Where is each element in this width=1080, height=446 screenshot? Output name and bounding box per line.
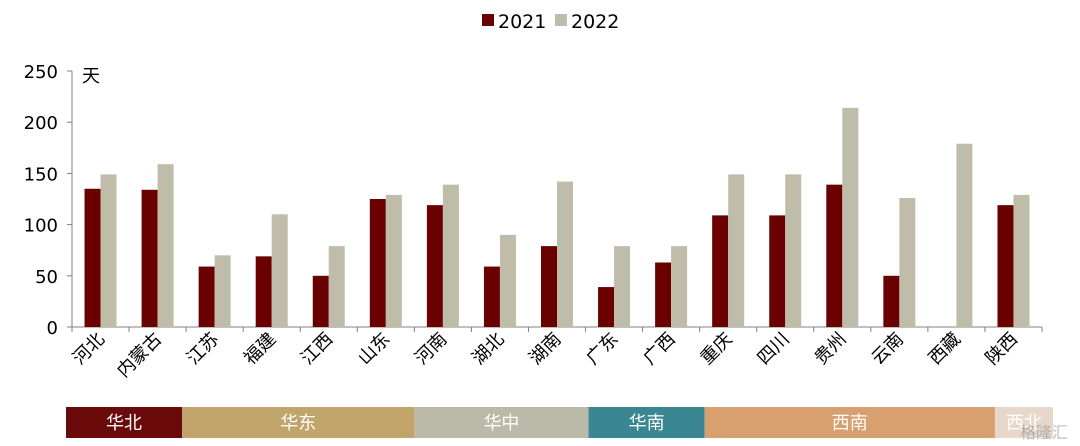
y-tick-label: 0 [47, 318, 58, 339]
bar-2022-云南 [899, 197, 916, 327]
x-tick-label: 云南 [868, 329, 908, 369]
x-tick-label: 山东 [354, 329, 394, 369]
x-tick-label: 江苏 [183, 329, 223, 369]
bar-2022-陕西 [1013, 194, 1030, 327]
bar-2022-江苏 [214, 255, 231, 327]
bar-2021-河北 [84, 188, 101, 327]
bar-2022-广西 [671, 246, 688, 327]
x-tick-label: 陕西 [982, 329, 1022, 369]
bar-2021-内蒙古 [141, 189, 158, 327]
legend-swatch-2021 [482, 14, 494, 26]
bar-2021-湖南 [541, 246, 557, 327]
region-label: 华东 [280, 413, 316, 434]
region-block [588, 407, 705, 438]
x-tick-label: 江西 [297, 329, 337, 369]
bar-2022-湖北 [499, 234, 516, 327]
bar-2021-广西 [655, 262, 672, 327]
bar-2022-河南 [442, 184, 459, 327]
region-label: 华南 [629, 413, 665, 434]
bars [71, 107, 1043, 332]
bar-2022-广东 [614, 246, 631, 327]
region-block [414, 407, 589, 438]
y-axis-ticks: 0 50 100 150 200 250 [24, 62, 72, 339]
x-tick-label: 四川 [753, 329, 793, 369]
bar-2022-四川 [785, 174, 802, 327]
region-block [182, 407, 415, 438]
bar-2022-湖南 [557, 181, 573, 327]
region-label: 西南 [832, 413, 868, 434]
bar-2021-山东 [369, 199, 386, 327]
legend-label-2021: 2021 [498, 11, 546, 33]
bar-2022-江西 [328, 246, 345, 327]
x-tick-label: 湖北 [468, 329, 508, 369]
region-label: 华中 [483, 413, 519, 434]
x-tick-label: 西藏 [925, 329, 965, 369]
region-label: 西北 [1006, 413, 1042, 434]
x-tick-label: 重庆 [696, 329, 736, 369]
legend-label-2022: 2022 [571, 11, 619, 33]
bar-2021-重庆 [712, 215, 729, 327]
x-tick-label: 贵州 [811, 329, 851, 369]
bar-2022-西藏 [956, 143, 973, 327]
legend-swatch-2022 [555, 14, 567, 26]
x-tick-label: 河北 [69, 329, 109, 369]
bar-2021-江西 [312, 275, 329, 327]
bar-2021-广东 [598, 287, 615, 327]
y-tick-label: 50 [35, 267, 58, 288]
x-tick-label: 广东 [582, 329, 622, 369]
x-tick-label: 河南 [411, 329, 451, 369]
bar-2021-陕西 [997, 205, 1014, 327]
bar-2022-山东 [385, 194, 402, 327]
legend: 2021 2022 [482, 11, 619, 33]
x-tick-label: 广西 [639, 329, 679, 369]
bar-2021-云南 [883, 275, 900, 327]
bar-2021-贵州 [826, 184, 843, 327]
bar-2022-内蒙古 [157, 164, 174, 327]
bar-2021-湖北 [483, 266, 500, 327]
x-tick-label: 福建 [240, 329, 280, 369]
y-tick-label: 150 [24, 164, 58, 185]
bar-2022-福建 [271, 214, 288, 327]
bar-2022-贵州 [842, 107, 859, 327]
region-label: 华北 [106, 413, 142, 434]
x-tick-label: 内蒙古 [113, 329, 166, 382]
bar-2021-福建 [255, 256, 272, 327]
y-tick-label: 200 [24, 113, 58, 134]
bar-2021-河南 [426, 205, 443, 327]
x-tick-label: 湖南 [525, 329, 565, 369]
y-tick-label: 100 [24, 216, 58, 237]
bar-2022-重庆 [728, 174, 745, 327]
bar-2021-江苏 [198, 266, 215, 327]
region-block [66, 407, 183, 438]
y-unit-label: 天 [82, 66, 100, 87]
region-block [994, 407, 1053, 438]
watermark: 格隆汇 [1020, 423, 1068, 442]
region-band: 华北 华东 华中 华南 西南 西北 [66, 407, 1053, 438]
x-axis-labels: 河北 内蒙古 江苏 福建 江西 山东 河南 湖北 湖南 广东 广西 重庆 四川 贵州 云南 西藏 陕西 [69, 329, 1022, 382]
bar-2022-河北 [100, 174, 117, 327]
region-block [704, 407, 995, 438]
y-tick-label: 250 [24, 62, 58, 83]
watermark-text: 格隆汇 [1020, 423, 1068, 442]
bar-2021-四川 [769, 215, 786, 327]
